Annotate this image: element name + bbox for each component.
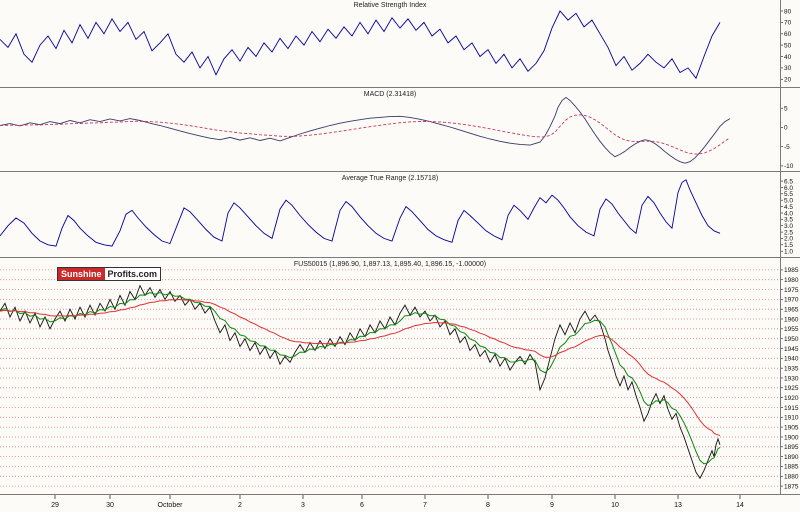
price-line [0,284,721,480]
y-axis-label: 1960 [784,316,799,323]
y-axis-label: 4.5 [784,204,793,211]
y-axis-label: 3.0 [784,223,793,230]
x-axis-label: 30 [106,502,114,509]
y-axis-label: 5 [784,106,788,113]
rsi-line [0,10,721,80]
logo-sunshine: Sunshine [58,268,105,280]
rsi-panel: 80 70 60 50 40 30 20 [0,8,792,84]
x-axis-label: 7 [423,502,427,509]
y-axis-label: 1920 [784,395,799,402]
y-axis-label: 40 [784,54,792,61]
x-axis-label: 29 [51,502,59,509]
y-axis-label: 6.5 [784,178,793,185]
macd-line [0,96,731,164]
y-axis-label: 30 [784,65,792,72]
y-axis-label: 1925 [784,385,799,392]
y-axis-label: 1950 [784,336,799,343]
y-axis-label: 4.0 [784,210,793,217]
y-axis-label: 5.0 [784,198,793,205]
y-axis-label: 1930 [784,375,799,382]
y-axis-label: 80 [784,8,792,15]
x-axis-label: 3 [301,502,305,509]
y-axis-label: 1880 [784,474,799,481]
y-axis-label: 5.5 [784,191,793,198]
x-axis-label: 9 [550,502,554,509]
y-axis-label: 50 [784,42,792,49]
y-axis-label: 1905 [784,424,799,431]
y-axis-label: -5 [784,144,790,151]
y-axis-label: 3.5 [784,217,793,224]
x-axis-label: 6 [360,502,364,509]
y-axis-label: -10 [784,163,794,170]
y-axis-label: 6.0 [784,185,793,192]
x-axis-label: 14 [736,502,744,509]
y-axis-label: 1935 [784,366,799,373]
x-axis-label: October [158,502,184,509]
ma-fast [0,292,721,465]
y-axis-label: 1895 [784,444,799,451]
y-axis-label: 2.5 [784,229,793,236]
y-axis-label: 1875 [784,483,799,490]
y-axis-label: 2.0 [784,236,793,243]
y-axis-label: 1910 [784,415,799,422]
y-axis-label: 1.5 [784,242,793,249]
y-axis-label: 20 [784,77,792,84]
ma-slow [0,298,721,437]
y-axis-label: 1980 [784,277,799,284]
y-axis-label: 1955 [784,326,799,333]
y-axis-label: 1965 [784,307,799,314]
y-axis-label: 1900 [784,434,799,441]
logo-profits: Profits.com [104,268,161,280]
y-axis-label: 1885 [784,464,799,471]
y-axis-label: 1940 [784,356,799,363]
price-panel: 1985 1980 1975 1970 1965 1960 1955 1950 1945 1940… [0,267,799,490]
atr-line [0,179,721,247]
x-axis-label: 8 [486,502,490,509]
y-axis-label: 1945 [784,346,799,353]
atr-panel: 6.56.05.55.04.54.03.53.02.52.01.51.0 [0,178,793,256]
macd-signal [0,114,731,155]
y-axis-label: 1915 [784,405,799,412]
x-axis-label: 2 [238,502,242,509]
y-axis-label: 1890 [784,454,799,461]
y-axis-label: 1970 [784,297,799,304]
sunshine-profits-logo: Sunshine Profits.com [57,267,162,281]
y-axis-label: 1985 [784,267,799,274]
y-axis-label: 1975 [784,287,799,294]
y-axis-label: 70 [784,20,792,27]
y-axis-label: 60 [784,31,792,38]
y-axis-label: 0 [784,125,788,132]
macd-panel: 5 0 -5 -10 [0,96,794,170]
x-axis-label: 13 [674,502,682,509]
y-axis-label: 1.0 [784,249,793,256]
x-axis-label: 10 [611,502,619,509]
